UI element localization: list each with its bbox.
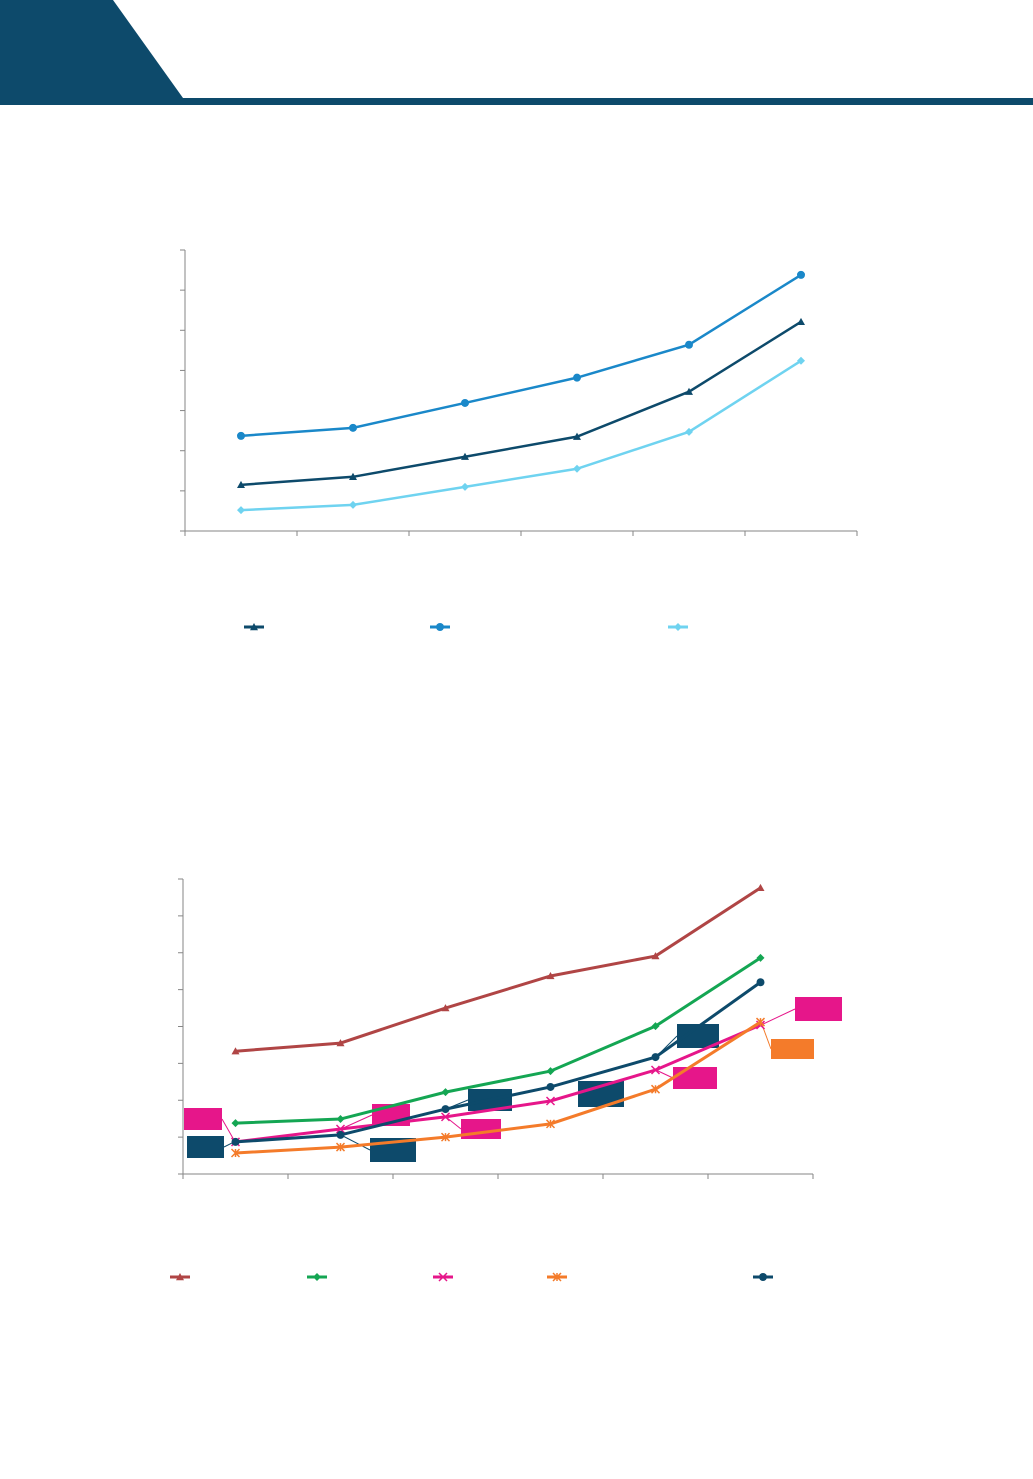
legend-marker — [674, 623, 682, 631]
legend-marker — [176, 1273, 184, 1281]
chart — [180, 249, 858, 631]
data-label-boxes — [184, 997, 842, 1162]
leader-line — [340, 1114, 373, 1130]
point — [573, 464, 581, 473]
series-line — [235, 1020, 762, 1155]
leader-line — [655, 1069, 674, 1079]
label-box — [184, 1108, 222, 1130]
point — [546, 1082, 555, 1091]
point — [237, 431, 245, 440]
label-box — [187, 1136, 224, 1158]
point — [651, 952, 660, 960]
point — [231, 1137, 240, 1146]
point — [335, 1124, 346, 1134]
point — [546, 1067, 555, 1076]
series-line — [235, 981, 762, 1144]
legend-marker — [313, 1273, 321, 1281]
point — [650, 1084, 661, 1094]
point — [461, 452, 469, 460]
point — [440, 1112, 451, 1122]
series-line — [240, 273, 802, 438]
label-box — [771, 1039, 814, 1059]
point — [545, 1119, 556, 1129]
header-bar — [0, 98, 1033, 105]
point — [651, 1053, 660, 1062]
point — [685, 427, 693, 436]
point — [685, 340, 693, 349]
series-line — [235, 956, 762, 1125]
label-box — [795, 997, 842, 1021]
series-line — [240, 359, 802, 512]
point — [650, 1065, 661, 1075]
point — [440, 1132, 451, 1142]
point — [230, 1148, 241, 1158]
label-box — [673, 1067, 717, 1089]
point — [797, 317, 805, 326]
point — [573, 432, 581, 440]
point — [756, 978, 765, 987]
point — [461, 482, 469, 491]
chart — [170, 878, 814, 1282]
legend-marker — [250, 623, 258, 631]
point — [237, 506, 245, 515]
legend-marker — [759, 1273, 767, 1281]
leader-line — [340, 1134, 371, 1151]
point — [461, 398, 469, 407]
series-line — [240, 320, 802, 487]
point — [441, 1088, 450, 1097]
leader-line — [760, 1008, 796, 1026]
point — [797, 270, 805, 279]
point — [349, 500, 357, 509]
point — [336, 1115, 345, 1124]
series-line — [235, 886, 762, 1053]
header-shape — [0, 0, 183, 98]
point — [336, 1130, 345, 1139]
leader-line — [221, 1118, 235, 1141]
series-line — [235, 1023, 762, 1144]
legend-marker — [552, 1272, 562, 1282]
point — [755, 1017, 766, 1027]
point — [441, 1004, 450, 1012]
point — [797, 356, 805, 365]
label-box — [461, 1119, 501, 1139]
point — [756, 883, 765, 892]
point — [237, 480, 245, 489]
point — [546, 971, 555, 980]
point — [685, 387, 693, 395]
point — [651, 1022, 660, 1031]
point — [349, 472, 357, 481]
legend-marker — [436, 623, 444, 631]
point — [231, 1047, 240, 1055]
point — [756, 953, 765, 962]
point — [335, 1142, 346, 1152]
point — [545, 1096, 556, 1106]
point — [231, 1119, 240, 1128]
point — [336, 1039, 345, 1047]
point — [349, 423, 357, 432]
legend-marker — [438, 1272, 448, 1282]
point — [441, 1105, 450, 1114]
point — [573, 373, 581, 382]
